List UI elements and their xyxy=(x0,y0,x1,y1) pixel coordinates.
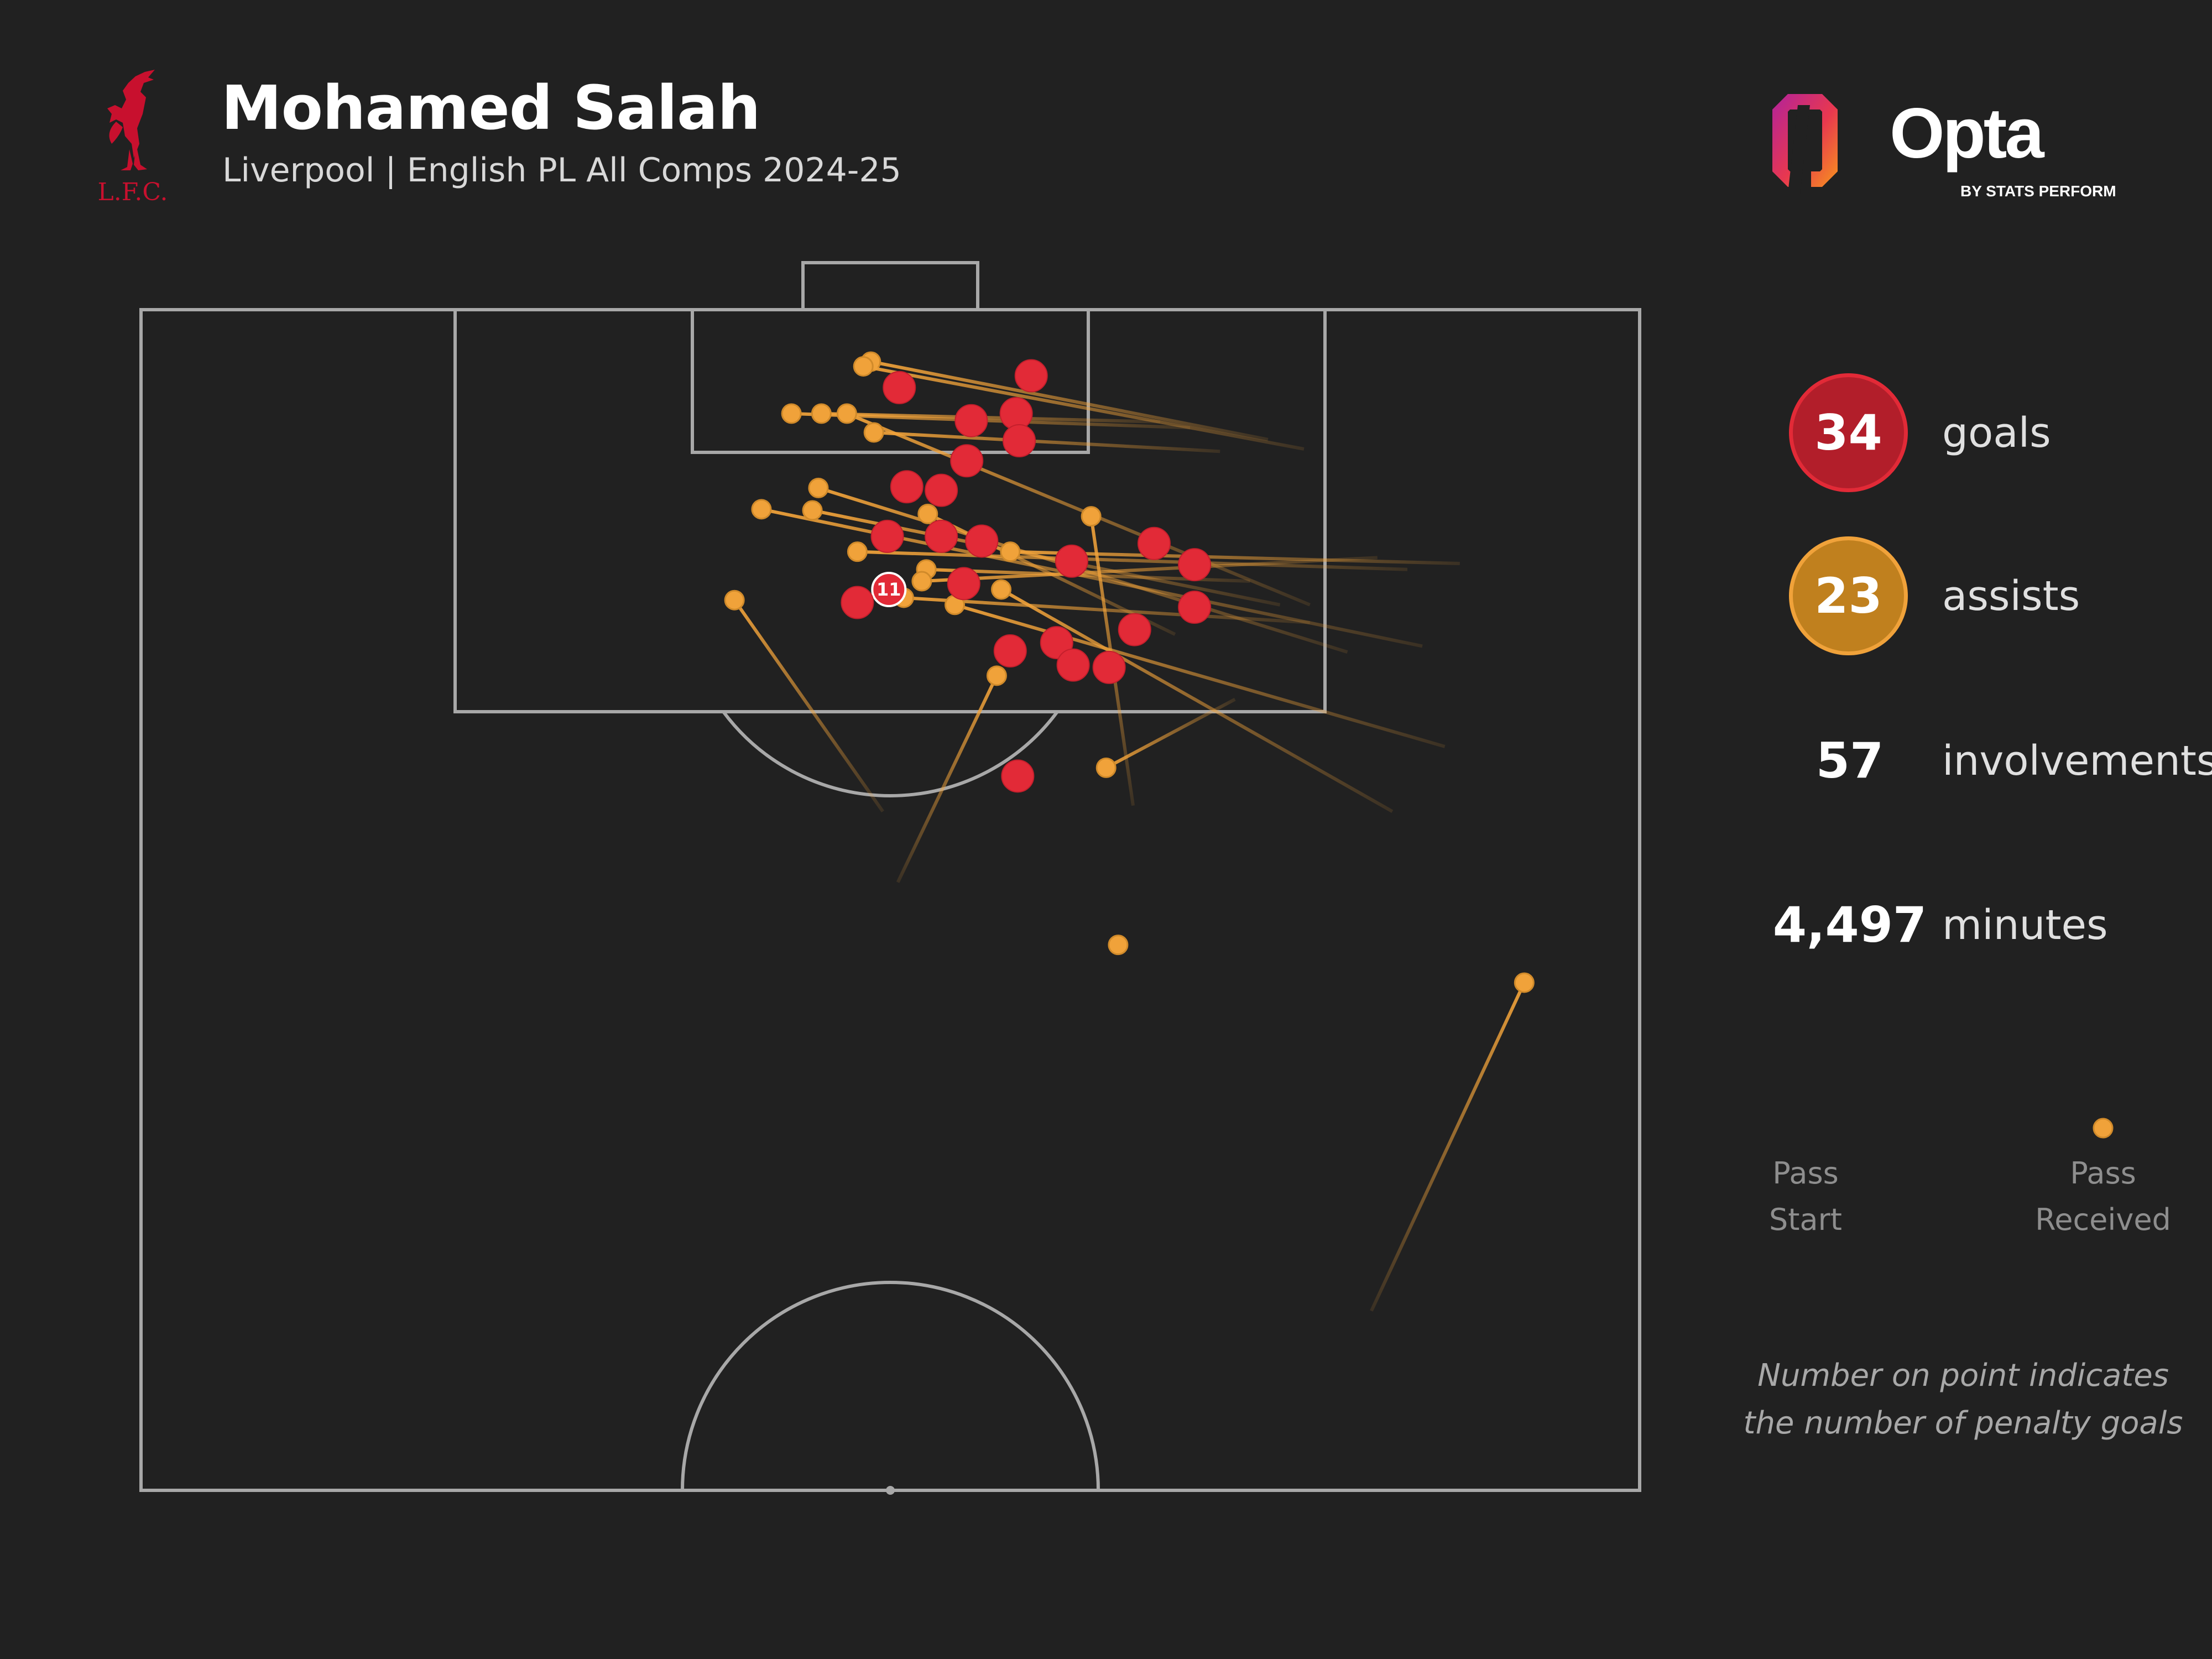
goal-layer: 11 xyxy=(841,359,1212,793)
assist-received-point xyxy=(863,422,884,443)
goal-point xyxy=(1092,650,1126,684)
pitch-markings xyxy=(139,261,1641,1492)
assist-received-point xyxy=(1514,972,1535,993)
legend-pass-received: Pass Received xyxy=(2020,1150,2186,1243)
assist-received-point xyxy=(781,403,802,424)
goal-point xyxy=(890,470,924,504)
page-subtitle: Liverpool | English PL All Comps 2024-25 xyxy=(222,151,901,190)
assist-received-point xyxy=(811,403,832,424)
legend-pass-start: Pass Start xyxy=(1723,1150,1888,1243)
assist-pass-line xyxy=(896,675,999,883)
assist-received-point xyxy=(1081,506,1102,527)
goal-point xyxy=(1118,613,1151,646)
assist-received-point xyxy=(836,403,857,424)
penalty-note: Number on point indicates the number of … xyxy=(1742,1352,2184,1447)
goal-point xyxy=(950,444,984,478)
assist-pass-line xyxy=(1105,697,1236,770)
goal-point xyxy=(1003,424,1036,457)
goal-point xyxy=(1040,626,1073,660)
stat-minutes: 4,497 minutes xyxy=(1770,865,2212,998)
assist-layer xyxy=(724,351,1535,1312)
liverpool-crest-icon: L.F.C. xyxy=(98,70,168,206)
goals-label: goals xyxy=(1942,409,2051,457)
goal-point xyxy=(841,586,874,619)
assist-pass-line xyxy=(857,550,1408,571)
opta-mark-icon xyxy=(1772,94,1838,194)
opta-logo: Opta BY STATS PERFORM xyxy=(1772,94,2116,200)
assist-received-point xyxy=(1095,757,1117,778)
goal-point xyxy=(925,473,958,507)
goal xyxy=(801,261,979,311)
goal-point xyxy=(925,519,958,553)
goal-point xyxy=(1178,591,1212,624)
assist-pass-line xyxy=(904,596,1310,624)
legend-start-line2: Start xyxy=(1769,1202,1842,1237)
opta-wordmark: Opta xyxy=(1890,94,2044,173)
goal-point xyxy=(993,634,1027,668)
goal-point xyxy=(1137,526,1171,560)
minutes-value: 4,497 xyxy=(1772,896,1927,953)
goals-badge: 34 xyxy=(1789,373,1908,492)
assist-pass-line xyxy=(870,359,1269,441)
assist-pass-line xyxy=(921,556,1378,583)
assist-received-point xyxy=(1000,541,1021,562)
assist-pass-line xyxy=(874,431,1220,453)
assist-pass-line xyxy=(954,603,1446,748)
assist-received-point xyxy=(802,500,823,521)
goal-point xyxy=(870,519,904,553)
penalty-note-line1: Number on point indicates xyxy=(1757,1358,2169,1394)
opta-tagline: BY STATS PERFORM xyxy=(1960,182,2116,200)
goal-point xyxy=(965,524,999,558)
assist-received-point xyxy=(724,589,745,611)
goal-point xyxy=(1055,544,1088,578)
penalty-note-line2: the number of penalty goals xyxy=(1743,1405,2183,1441)
stat-involvements: 57 involvements xyxy=(1770,701,2212,834)
assist-received-point xyxy=(991,579,1012,600)
assist-received-point xyxy=(751,499,772,520)
assist-received-point xyxy=(808,477,829,498)
assist-pass-line xyxy=(1000,588,1394,813)
assists-label: assists xyxy=(1942,572,2080,620)
penalty-goal-point xyxy=(871,571,907,607)
assist-received-point xyxy=(1108,935,1129,956)
assist-received-point xyxy=(917,503,938,524)
goal-point xyxy=(947,567,980,601)
assist-pass-line xyxy=(821,411,1160,424)
involvements-value: 57 xyxy=(1815,732,1884,789)
involvements-label: involvements xyxy=(1942,737,2212,785)
goal-point xyxy=(1178,548,1212,582)
assist-pass-line xyxy=(846,412,1311,607)
assist-received-point xyxy=(847,541,868,562)
goal-point xyxy=(1001,759,1035,793)
assist-received-point xyxy=(911,571,932,592)
penalty-arc xyxy=(722,711,1059,798)
assist-received-point xyxy=(853,356,874,377)
legend-end-line1: Pass xyxy=(2070,1156,2136,1191)
assists-badge: 23 xyxy=(1789,536,1908,655)
assist-received-point xyxy=(986,665,1007,686)
goal-point xyxy=(1014,359,1048,393)
crest-text: L.F.C. xyxy=(98,178,168,206)
assist-pass-line xyxy=(863,364,1305,451)
legend-pass-received-dot xyxy=(2093,1118,2114,1139)
goal-point xyxy=(1056,648,1090,682)
assist-pass-line xyxy=(1370,982,1526,1312)
legend-end-line2: Received xyxy=(2035,1202,2171,1237)
stat-assists: 23 assists xyxy=(1770,536,2212,669)
pass-legend xyxy=(1807,1118,2114,1139)
page-title: Mohamed Salah xyxy=(221,72,761,143)
minutes-label: minutes xyxy=(1942,901,2108,949)
center-spot xyxy=(886,1486,895,1495)
center-circle-arc xyxy=(681,1281,1100,1491)
stat-goals: 34 goals xyxy=(1770,373,2212,506)
penalty-count-label: 11 xyxy=(877,579,901,600)
assist-pass-line xyxy=(733,599,884,813)
legend-start-line1: Pass xyxy=(1772,1156,1839,1191)
goal-point xyxy=(883,371,916,404)
goal-point xyxy=(954,404,988,437)
